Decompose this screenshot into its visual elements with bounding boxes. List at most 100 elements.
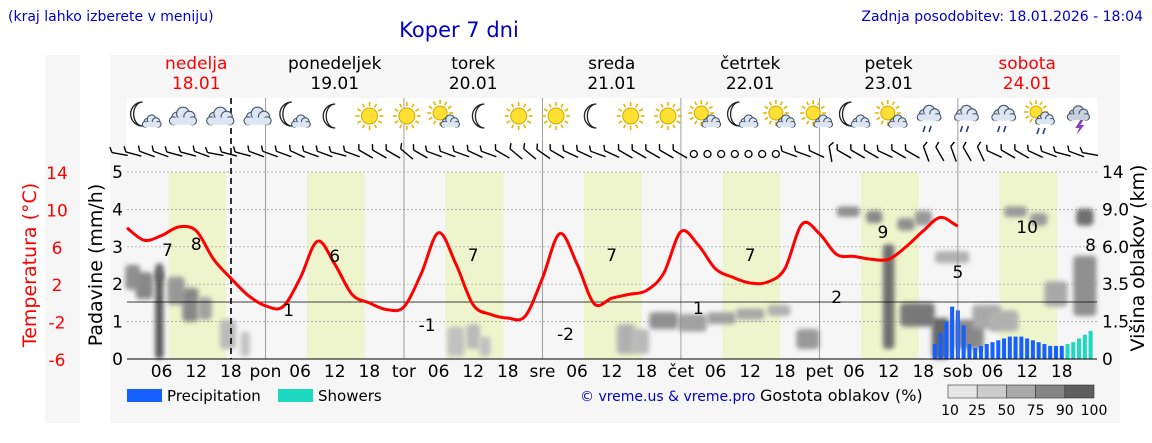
wind-barb (631, 144, 647, 159)
cloud-patch (197, 297, 212, 320)
wind-shaft (905, 149, 920, 159)
sun-ray (560, 103, 564, 108)
sun-ray (548, 103, 552, 108)
cloud-density-scale: 10 25 50 75 90 100 (941, 384, 1108, 419)
wind-feather (385, 144, 387, 151)
precipitation-bar (1036, 342, 1041, 359)
cloud-patch (478, 336, 491, 357)
cloud-patch (934, 251, 970, 264)
wind-barb (494, 144, 510, 159)
sun-ray (694, 120, 698, 125)
rain-drop (1036, 127, 1040, 135)
sun-ray (564, 120, 569, 124)
day-date: 21.01 (587, 74, 636, 94)
wind-shaft (590, 150, 606, 158)
sun-ray (676, 120, 681, 124)
wind-shaft (1068, 150, 1085, 158)
cloud-scale-cell (1035, 384, 1066, 399)
region-hint: (kraj lahko izberete v meniju) (8, 9, 214, 25)
wind-barb (219, 146, 238, 157)
credit-link[interactable]: © vreme.us & vreme.pro (580, 389, 755, 405)
wind-barb (232, 146, 251, 157)
cloud-shape (813, 114, 834, 128)
sun-ray (891, 101, 896, 106)
wind-feather (985, 144, 988, 151)
moon-shape (471, 103, 485, 129)
sun-ray (805, 120, 810, 125)
sun-ray (618, 120, 623, 124)
precipitation-bar (1042, 344, 1047, 359)
rain-drop (928, 125, 932, 133)
sun-ray (432, 120, 437, 125)
x-tick-label: sre (529, 362, 555, 382)
sun-ray (634, 124, 639, 129)
wind-barb (850, 144, 866, 159)
wind-feather (358, 144, 360, 151)
temperature-label: 5 (952, 263, 963, 283)
cloud-patch (914, 210, 932, 226)
cloud-patch (135, 272, 153, 300)
cloud-patch (155, 263, 164, 282)
sun-ray (560, 124, 564, 129)
wind-shaft (1027, 149, 1044, 159)
cloud-patch (735, 308, 765, 320)
wind-feather (863, 144, 866, 151)
precip-tick: 3 (112, 238, 123, 258)
wind-shaft (523, 148, 537, 160)
wind-shaft (317, 150, 333, 158)
cloud-base (209, 117, 232, 125)
day-date: 24.01 (1003, 74, 1052, 94)
cloud-scale-label: 75 (1027, 403, 1045, 419)
wind-barb (536, 143, 551, 160)
cloud-height-tick: 14 (1102, 163, 1124, 183)
wind-shaft (372, 149, 387, 159)
wind-feather (876, 144, 879, 151)
sun-ray (764, 116, 769, 121)
sun-ray (394, 120, 399, 124)
precip-tick: 5 (112, 163, 123, 183)
cloud-height-axis-title: Višina oblakov (km) (1127, 165, 1149, 352)
sun-ray (511, 124, 515, 129)
wind-barb (922, 141, 930, 162)
wind-barb (1026, 144, 1044, 159)
sun-disc (768, 105, 784, 121)
sun-ray (447, 105, 452, 110)
wind-feather (494, 144, 497, 151)
temperature-label: 10 (1016, 218, 1038, 238)
sun-ray (356, 108, 362, 112)
cloud-scale-cell (947, 384, 978, 399)
wind-barb (178, 146, 197, 157)
wind-barb (123, 146, 142, 157)
cloud-patch (678, 314, 707, 332)
wind-barb (1052, 146, 1071, 157)
cloud-shape (440, 114, 461, 128)
sun-ray (399, 103, 403, 108)
wind-feather (412, 144, 415, 151)
wind-shaft (781, 150, 798, 158)
temperature-axis-title: Temperatura (°C) (19, 183, 41, 348)
cloud-patch (631, 329, 650, 355)
wind-feather (192, 145, 196, 152)
sun-ray (523, 124, 527, 129)
cloud-shape (916, 104, 942, 122)
cloud-shape (206, 106, 235, 126)
wind-feather (400, 142, 403, 149)
wind-barb (672, 144, 688, 159)
wind-shaft (495, 149, 510, 159)
precipitation-bar (984, 344, 989, 359)
wind-barb (137, 145, 155, 158)
wind-shaft (139, 150, 155, 158)
sun-ray (523, 103, 527, 108)
sun-ray (411, 103, 415, 108)
cloud-scale-label: 100 (1081, 403, 1108, 419)
sun-ray (377, 108, 383, 112)
cloud-density-legend-title: Gostota oblakov (%) (760, 386, 923, 405)
sun-ray (399, 124, 403, 129)
precipitation-bar (961, 325, 966, 359)
precipitation-bar (1071, 342, 1076, 359)
sun-ray (506, 108, 511, 112)
temperature-label: -2 (557, 325, 574, 345)
precipitation-bar (1002, 338, 1007, 359)
temperature-line (126, 215, 959, 322)
